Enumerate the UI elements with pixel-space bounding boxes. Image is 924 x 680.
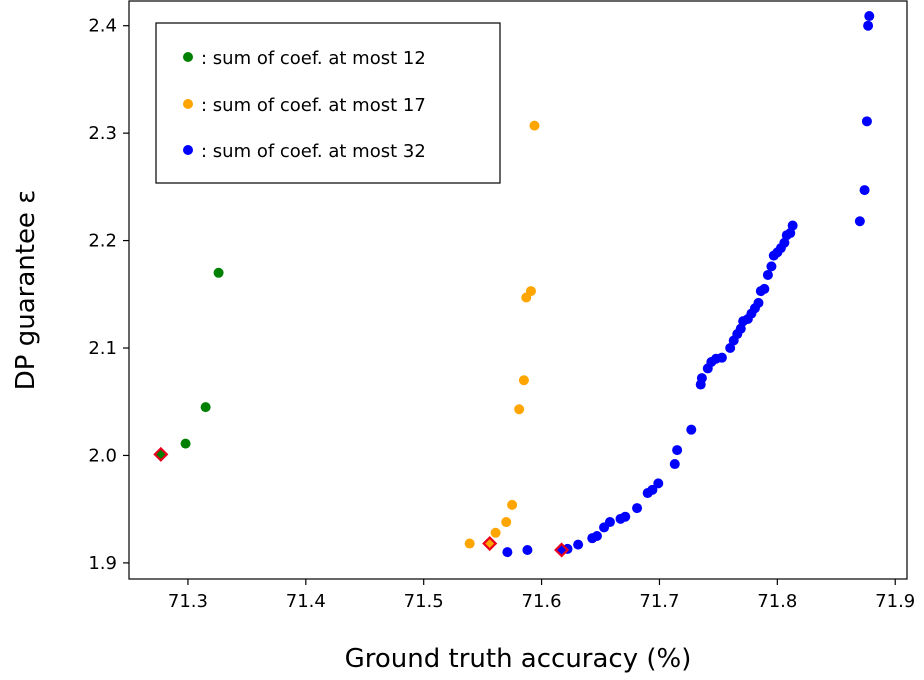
legend-marker-sum-17: [183, 99, 193, 109]
x-tick-label: 71.9: [875, 591, 915, 612]
data-point-series-0: [213, 267, 224, 278]
y-tick-label: 2.4: [88, 16, 117, 37]
data-point-series-2: [787, 220, 798, 231]
data-point-series-2: [854, 216, 865, 227]
data-point-series-2: [753, 297, 764, 308]
data-point-series-2: [861, 116, 872, 127]
x-axis-ticks: 71.3 71.4 71.5 71.6 71.7 71.8 71.9: [168, 579, 915, 612]
y-tick-label: 2.2: [88, 231, 117, 252]
y-tick-label: 2.0: [88, 445, 117, 466]
data-point-series-1: [490, 527, 501, 538]
data-point-series-0: [180, 438, 191, 449]
data-point-series-1: [464, 538, 475, 549]
data-point-series-2: [859, 185, 870, 196]
data-point-series-2: [725, 343, 736, 354]
data-point-series-2: [604, 517, 615, 528]
legend-marker-sum-32: [183, 145, 193, 155]
highlighted-points: [153, 446, 570, 558]
x-axis-label: Ground truth accuracy (%): [345, 644, 692, 674]
highlighted-point-marker: [482, 535, 498, 552]
highlighted-point-marker: [554, 542, 570, 558]
legend-box: [155, 22, 501, 184]
data-point-series-2: [672, 445, 683, 456]
data-point-series-2: [735, 323, 746, 334]
x-tick-label: 71.7: [639, 591, 679, 612]
data-point-series-2: [620, 511, 631, 522]
data-point-series-1: [514, 404, 525, 415]
data-point-series-2: [591, 531, 602, 542]
x-tick-label: 71.4: [286, 591, 326, 612]
y-tick-label: 1.9: [88, 553, 117, 574]
data-point-series-2: [864, 11, 875, 22]
data-point-series-1: [525, 286, 536, 297]
data-point-series-2: [573, 539, 584, 550]
data-point-series-2: [686, 424, 697, 435]
y-tick-label: 2.1: [88, 338, 117, 359]
data-point-series-2: [653, 478, 664, 489]
data-point-series-2: [696, 373, 707, 384]
data-point-series-1: [501, 517, 512, 528]
x-tick-label: 71.6: [522, 591, 562, 612]
legend-marker-sum-12: [183, 52, 193, 62]
data-points: [155, 11, 875, 558]
data-point-series-2: [647, 484, 658, 495]
data-point-series-0: [200, 402, 211, 413]
data-point-series-2: [502, 547, 513, 558]
data-point-series-2: [779, 237, 790, 248]
x-tick-label: 71.5: [404, 591, 444, 612]
x-tick-label: 71.8: [757, 591, 797, 612]
data-point-series-2: [716, 352, 727, 363]
data-point-series-2: [766, 261, 777, 272]
data-point-series-1: [518, 375, 529, 386]
data-point-series-2: [759, 283, 770, 294]
data-point-series-1: [507, 499, 518, 510]
plot-frame: [128, 0, 908, 580]
data-point-series-2: [762, 269, 773, 280]
y-tick-label: 2.3: [88, 123, 117, 144]
legend-label-sum-17: : sum of coef. at most 17: [201, 95, 426, 116]
data-point-series-2: [522, 544, 533, 555]
data-point-series-2: [863, 20, 874, 31]
data-point-series-2: [669, 459, 680, 470]
data-point-series-2: [785, 228, 796, 239]
legend-label-sum-12: : sum of coef. at most 12: [201, 48, 426, 69]
y-axis-label: DP guarantee ε: [11, 190, 41, 390]
highlighted-point-marker: [153, 446, 169, 462]
data-point-series-1: [529, 120, 540, 131]
legend: : sum of coef. at most 12 : sum of coef.…: [155, 22, 501, 184]
data-point-series-2: [632, 503, 643, 514]
x-tick-label: 71.3: [168, 591, 208, 612]
y-axis-ticks: 1.9 2.0 2.1 2.2 2.3 2.4: [88, 16, 129, 574]
legend-label-sum-32: : sum of coef. at most 32: [201, 141, 426, 162]
